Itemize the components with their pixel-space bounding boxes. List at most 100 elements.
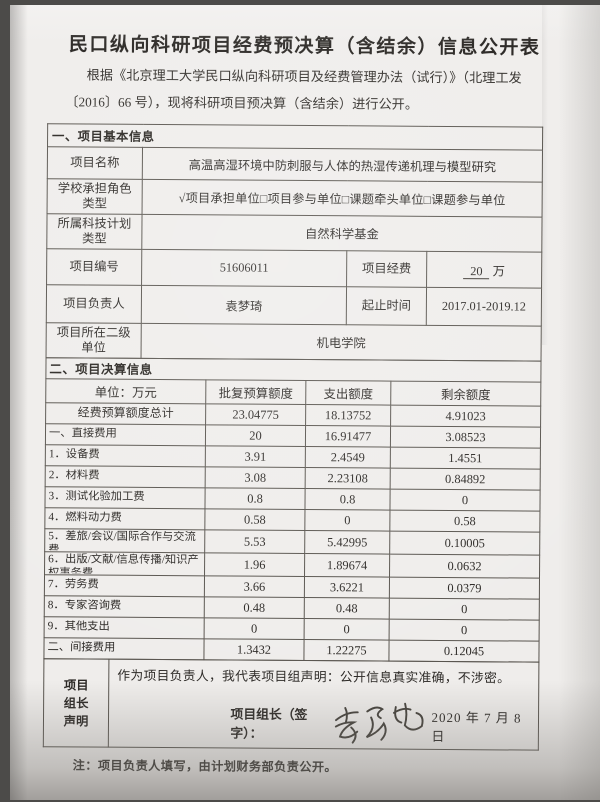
col-header-spent: 支出额度: [306, 381, 391, 406]
spent-cell: 18.13752: [306, 405, 391, 427]
col-header-budget: 批复预算额度: [206, 380, 306, 405]
spent-cell: 2.23108: [305, 468, 390, 490]
row-label: 7．劳务费: [48, 578, 201, 593]
plan-type-value: 自然科学基金: [142, 214, 542, 252]
period-value: 2017.01-2019.12: [426, 287, 541, 326]
budget-cell: 0.8: [205, 488, 305, 510]
budget-header-row: 单位：万元 批复预算额度 支出额度 剩余额度: [46, 379, 541, 406]
remain-cell: 1.4551: [390, 447, 540, 469]
budget-cell: 23.04775: [206, 404, 306, 426]
signature-date: 2020 年 7 月 8 日: [431, 707, 526, 746]
paper-fold-line: [542, 5, 548, 345]
budget-cell: 3.08: [205, 467, 305, 489]
leader-signature: [325, 695, 433, 754]
budget-cell: 3.91: [205, 446, 305, 468]
project-number-value: 51606011: [142, 249, 347, 286]
project-name-label: 项目名称: [47, 147, 142, 180]
row-label: 一、直接费用: [49, 427, 202, 442]
signature-scribble-icon: [325, 695, 433, 749]
table-row: 项目所在二级单位 机电学院: [46, 323, 541, 361]
unit-value: 机电学院: [141, 323, 541, 361]
spent-cell: 0: [305, 510, 390, 532]
table-row: 项目负责人 袁梦琦 起止时间 2017.01-2019.12: [46, 285, 541, 326]
spent-cell: 5.42995: [305, 531, 390, 555]
remain-cell: 0.0632: [390, 554, 540, 578]
row-label: 6．出版/文献/信息传播/知识产权事务费: [48, 553, 201, 574]
remain-cell: 0.10005: [390, 531, 540, 555]
section1-heading-row: 一、项目基本信息: [48, 124, 543, 150]
spent-cell: 0: [304, 619, 389, 641]
table-row: 项目名称 高温高湿环境中防刺服与人体的热湿传递机理与模型研究: [47, 147, 542, 182]
page-title: 民口纵向科研项目经费预决算（含结余）信息公开表: [10, 29, 600, 60]
spent-cell: 0.8: [305, 489, 390, 511]
sign-label: 项目组长（签字）：: [230, 703, 325, 744]
leader-label: 项目负责人: [46, 285, 141, 324]
unit-label: 项目所在二级单位: [46, 323, 141, 359]
remain-cell: 4.91023: [391, 405, 541, 427]
role-type-value: √项目承担单位□项目参与单位□课题牵头单位□课题参与单位: [142, 179, 542, 217]
table-row: 项目 组长 声明 作为项目负责人，我代表项目组声明：公开信息真实准确，不涉密。 …: [43, 659, 539, 750]
role-type-label: 学校承担角色类型: [47, 179, 142, 215]
spent-cell: 1.89674: [305, 554, 390, 578]
footnote: 注：项目负责人填写，由计划财务部负责公开。: [73, 755, 595, 777]
plan-type-label: 所属科技计划类型: [47, 214, 142, 250]
row-label: 2．材料费: [49, 469, 202, 484]
col-header-unit: 单位：万元: [46, 379, 206, 404]
budget-table: 二、项目决算信息 单位：万元 批复预算额度 支出额度 剩余额度 经费预算额度总计…: [43, 357, 541, 662]
budget-cell: 3.66: [204, 576, 304, 598]
budget-cell: 0.58: [205, 509, 305, 531]
remain-cell: 0: [389, 619, 539, 641]
declaration-content: 作为项目负责人，我代表项目组声明：公开信息真实准确，不涉密。 项目组长（签字）：: [108, 659, 539, 750]
remain-cell: 0.12045: [389, 640, 539, 662]
declaration-side-label: 项目 组长 声明: [43, 659, 109, 747]
table-row: 学校承担角色类型 √项目承担单位□项目参与单位□课题牵头单位□课题参与单位: [47, 179, 542, 217]
period-label: 起止时间: [346, 287, 426, 326]
project-name-value: 高温高湿环境中防刺服与人体的热湿传递机理与模型研究: [142, 147, 542, 182]
signature-line: 项目组长（签字）：: [117, 698, 530, 746]
declaration-statement: 作为项目负责人，我代表项目组声明：公开信息真实准确，不涉密。: [117, 665, 530, 687]
budget-cell: 20: [205, 425, 305, 447]
funding-amount: 20: [463, 264, 489, 279]
row-label: 5．差旅/会议/国际合作与交流费: [48, 530, 201, 551]
row-label: 9．其他支出: [48, 620, 201, 635]
leader-value: 袁梦琦: [141, 285, 346, 324]
spent-cell: 2.4549: [305, 447, 390, 469]
budget-cell: 1.96: [205, 553, 305, 577]
spent-cell: 16.91477: [305, 426, 390, 448]
basic-info-table: 一、项目基本信息 项目名称 高温高湿环境中防刺服与人体的热湿传递机理与模型研究 …: [46, 123, 544, 361]
row-label: 4．燃料动力费: [48, 511, 201, 526]
table-row: 项目编号 51606011 项目经费 20 万: [47, 249, 542, 288]
row-label: 1．设备费: [49, 448, 202, 463]
spent-cell: 1.22275: [304, 640, 389, 662]
budget-cell: 0.48: [204, 597, 304, 619]
declaration-table: 项目 组长 声明 作为项目负责人，我代表项目组声明：公开信息真实准确，不涉密。 …: [43, 658, 540, 750]
budget-cell: 0: [204, 618, 304, 640]
document-content: 民口纵向科研项目经费预决算（含结余）信息公开表 根据《北京理工大学民口纵向科研项…: [4, 3, 600, 802]
project-number-label: 项目编号: [47, 249, 142, 286]
row-label: 经费预算额度总计: [49, 406, 202, 421]
col-header-remain: 剩余额度: [391, 381, 541, 406]
table-row: 所属科技计划类型 自然科学基金: [47, 214, 542, 252]
spent-cell: 0.48: [304, 598, 389, 620]
remain-cell: 0.84892: [390, 468, 540, 490]
remain-cell: 0: [389, 598, 539, 620]
intro-line-1: 根据《北京理工大学民口纵向科研项目及经费管理办法（试行）》（北理工发: [65, 65, 573, 88]
funding-label: 项目经费: [347, 251, 427, 288]
row-label: 3．测试化验加工费: [49, 490, 202, 505]
remain-cell: 0.58: [390, 510, 540, 532]
funding-unit: 万: [493, 264, 505, 278]
section1-heading: 一、项目基本信息: [48, 124, 543, 150]
row-label: 8．专家咨询费: [48, 599, 201, 614]
row-label: 二、间接费用: [47, 641, 200, 656]
funding-value-cell: 20 万: [427, 251, 542, 288]
remain-cell: 0.0379: [389, 577, 539, 599]
paper-sheet: 民口纵向科研项目经费预决算（含结余）信息公开表 根据《北京理工大学民口纵向科研项…: [10, 5, 600, 800]
intro-line-2: 〔2016〕66 号），现将科研项目预决算（含结余）进行公开。: [65, 92, 573, 115]
remain-cell: 3.08523: [390, 426, 540, 448]
budget-cell: 1.3432: [204, 639, 304, 661]
remain-cell: 0: [390, 489, 540, 511]
spent-cell: 3.6221: [304, 577, 389, 599]
budget-cell: 5.53: [205, 530, 305, 554]
